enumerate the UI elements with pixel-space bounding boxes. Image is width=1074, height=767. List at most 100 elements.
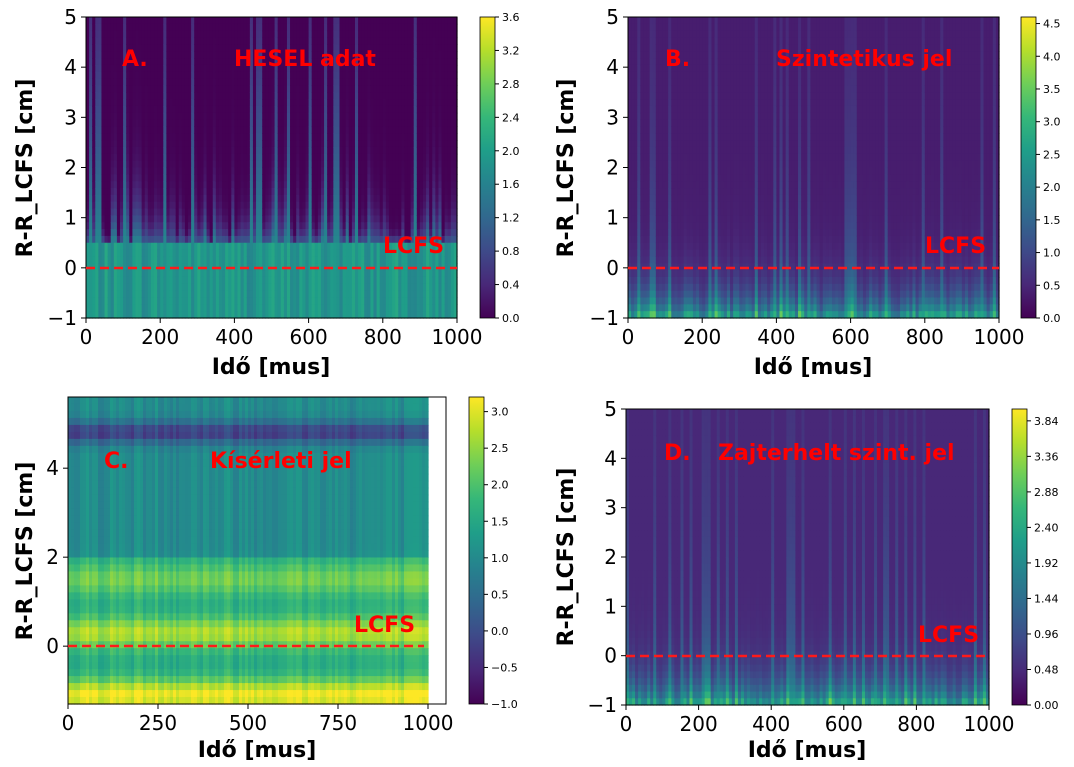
heatmap-cell	[296, 215, 300, 223]
heatmap-cell	[342, 283, 347, 292]
heatmap-cell	[293, 249, 297, 258]
heatmap-cell	[293, 181, 297, 189]
heatmap-cell	[194, 78, 198, 87]
heatmap-cell	[237, 263, 242, 271]
heatmap-cell	[110, 181, 115, 189]
heatmap-cell	[398, 58, 402, 66]
heatmap-cell	[392, 99, 396, 107]
heatmap-cell	[200, 201, 205, 210]
heatmap-cell	[330, 208, 334, 216]
heatmap-cell	[290, 119, 294, 128]
heatmap-cell	[169, 92, 174, 100]
heatmap-cell	[222, 188, 226, 196]
heatmap-cell	[382, 140, 387, 148]
heatmap-cell	[212, 167, 217, 175]
heatmap-cell	[222, 304, 226, 312]
heatmap-cell	[376, 297, 381, 305]
heatmap-cell	[228, 92, 232, 100]
heatmap-cell	[212, 304, 217, 312]
heatmap-cell	[293, 112, 297, 121]
heatmap-cell	[265, 242, 270, 251]
heatmap-cell	[382, 249, 387, 258]
heatmap-cell	[333, 208, 338, 216]
heatmap-cell	[95, 249, 99, 258]
heatmap-cell	[154, 174, 158, 182]
heatmap-cell	[243, 30, 248, 39]
heatmap-cell	[302, 126, 307, 134]
heatmap-cell	[89, 78, 93, 87]
heatmap-cell	[314, 276, 319, 285]
heatmap-cell	[147, 105, 152, 114]
heatmap-cell	[240, 283, 245, 292]
heatmap-cell	[268, 194, 273, 203]
heatmap-cell	[188, 58, 192, 66]
heatmap-cell	[116, 105, 121, 114]
heatmap-cell	[324, 37, 328, 45]
heatmap-cell	[218, 99, 223, 107]
heatmap-cell	[262, 208, 266, 216]
heatmap-cell	[379, 283, 384, 292]
heatmap-cell	[110, 58, 115, 66]
heatmap-cell	[95, 92, 99, 100]
heatmap-cell	[342, 30, 347, 39]
heatmap-cell	[163, 99, 167, 107]
heatmap-cell	[345, 37, 350, 45]
heatmap-cell	[351, 85, 356, 93]
heatmap-cell	[286, 249, 291, 258]
heatmap-cell	[169, 23, 174, 32]
heatmap-cell	[364, 181, 368, 189]
heatmap-cell	[382, 174, 387, 182]
heatmap-cell	[113, 229, 118, 237]
heatmap-cell	[268, 160, 273, 169]
heatmap-cell	[354, 235, 359, 244]
heatmap-cell	[364, 270, 368, 278]
heatmap-cell	[218, 290, 223, 299]
heatmap-cell	[212, 71, 217, 80]
heatmap-cell	[376, 188, 381, 196]
heatmap-cell	[373, 58, 378, 66]
heatmap-cell	[361, 160, 365, 169]
heatmap-cell	[141, 99, 146, 107]
heatmap-cell	[373, 276, 378, 285]
heatmap-cell	[293, 311, 297, 319]
heatmap-cell	[132, 270, 137, 278]
heatmap-cell	[138, 276, 143, 285]
heatmap-cell	[107, 263, 112, 271]
heatmap-cell	[222, 276, 226, 285]
heatmap-cell	[144, 92, 149, 100]
heatmap-cell	[86, 85, 90, 93]
heatmap-cell	[215, 290, 220, 299]
heatmap-cell	[95, 153, 99, 162]
heatmap-cell	[89, 133, 93, 141]
heatmap-cell	[225, 249, 229, 258]
heatmap-cell	[181, 133, 186, 141]
heatmap-cell	[333, 174, 338, 182]
heatmap-cell	[89, 99, 93, 107]
heatmap-cell	[299, 37, 304, 45]
heatmap-cell	[324, 140, 328, 148]
heatmap-cell	[364, 78, 368, 87]
heatmap-cell	[336, 222, 341, 230]
heatmap-cell	[302, 188, 307, 196]
heatmap-cell	[265, 270, 270, 278]
heatmap-cell	[212, 229, 217, 237]
heatmap-cell	[212, 85, 217, 93]
heatmap-cell	[154, 37, 158, 45]
heatmap-cell	[296, 105, 300, 114]
heatmap-cell	[392, 146, 396, 155]
heatmap-cell	[200, 222, 205, 230]
heatmap-cell	[237, 92, 242, 100]
heatmap-cell	[327, 229, 331, 237]
heatmap-cell	[395, 51, 399, 59]
heatmap-cell	[388, 249, 393, 258]
heatmap-cell	[324, 229, 328, 237]
heatmap-cell	[172, 99, 177, 107]
heatmap-cell	[283, 256, 288, 264]
heatmap-cell	[188, 51, 192, 59]
heatmap-cell	[150, 112, 155, 121]
heatmap-cell	[339, 222, 344, 230]
heatmap-cell	[92, 99, 96, 107]
heatmap-cell	[308, 297, 313, 305]
heatmap-cell	[336, 153, 341, 162]
heatmap-cell	[163, 188, 167, 196]
